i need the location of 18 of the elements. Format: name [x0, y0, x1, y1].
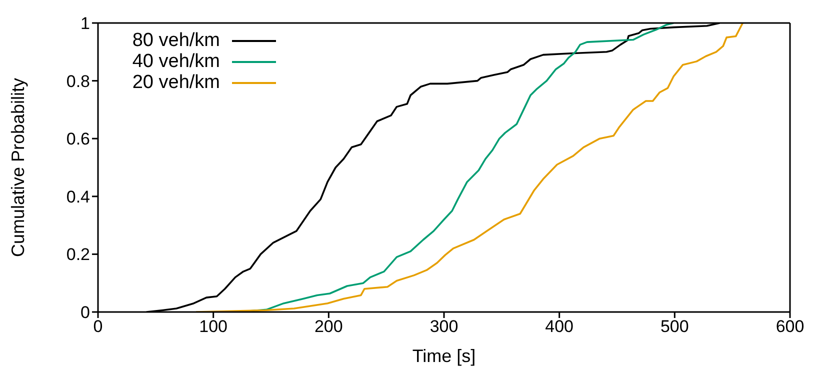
- y-tick-label: 0: [80, 303, 90, 322]
- y-tick-label: 0.8: [66, 72, 90, 91]
- y-tick-label: 0.4: [66, 187, 90, 206]
- x-tick-label: 200: [314, 317, 343, 336]
- x-axis-title: Time [s]: [412, 346, 476, 366]
- legend-label: 80 veh/km: [132, 30, 220, 51]
- x-tick-label: 100: [199, 317, 228, 336]
- x-tick-label: 500: [660, 317, 689, 336]
- x-tick-label: 300: [430, 317, 458, 336]
- x-tick-label: 600: [776, 317, 804, 336]
- y-axis-title: Cumulative Probability: [8, 78, 28, 258]
- y-tick-label: 0.2: [66, 245, 90, 264]
- y-tick-label: 1: [80, 14, 90, 34]
- x-tick-label: 400: [545, 317, 574, 336]
- x-tick-label: 0: [93, 317, 103, 336]
- y-tick-label: 0.6: [66, 130, 90, 149]
- legend-label: 20 veh/km: [132, 72, 220, 93]
- legend-label: 40 veh/km: [132, 51, 220, 72]
